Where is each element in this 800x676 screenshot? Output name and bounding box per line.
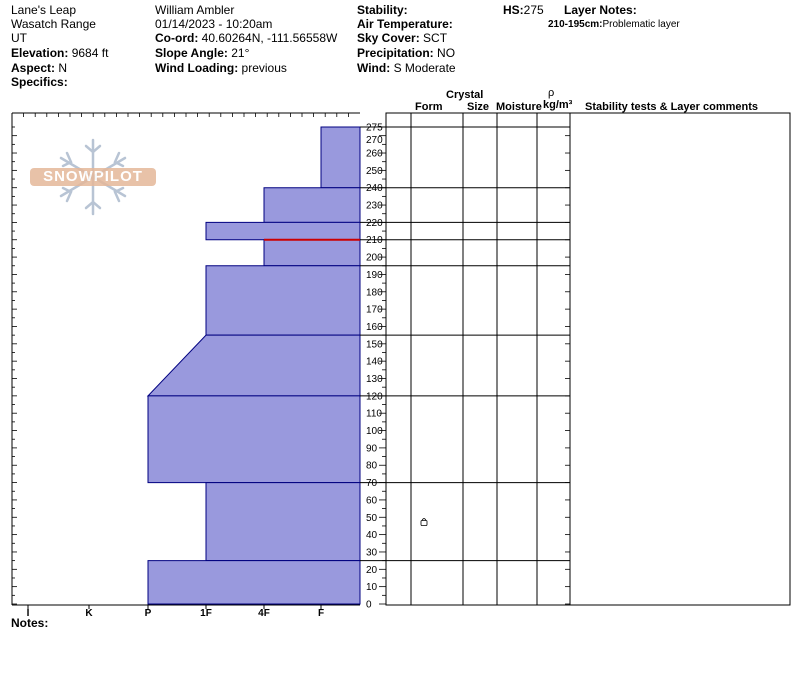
hardness-label-P: P <box>145 608 152 619</box>
height-label-30: 30 <box>366 547 378 558</box>
height-label-50: 50 <box>366 513 378 524</box>
height-label-100: 100 <box>366 426 383 437</box>
snow-height-value: 275 <box>523 3 544 17</box>
crystal-form-box <box>420 520 428 526</box>
height-label-40: 40 <box>366 530 378 541</box>
wind-loading-value: previous <box>241 61 287 75</box>
height-label-170: 170 <box>366 305 383 316</box>
height-label-210: 210 <box>366 235 383 246</box>
height-label-190: 190 <box>366 270 383 281</box>
height-label-250: 250 <box>366 166 383 177</box>
sky-cover: Sky Cover: SCT <box>357 31 447 45</box>
height-label-90: 90 <box>366 443 378 454</box>
wind: Wind: S Moderate <box>357 61 456 75</box>
height-label-120: 120 <box>366 391 383 402</box>
form-header: Form <box>415 101 443 113</box>
height-label-270: 270 <box>366 135 383 146</box>
hardness-label-1F: 1F <box>200 608 212 619</box>
hardness-layer-1 <box>263 187 361 223</box>
wind-label: Wind: <box>357 61 391 75</box>
observer-name: William Ambler <box>155 3 235 17</box>
mountain-range: Wasatch Range <box>11 17 96 31</box>
notes-label: Notes: <box>11 616 49 630</box>
height-label-80: 80 <box>366 461 378 472</box>
hardness-label-I: I <box>27 608 30 619</box>
height-label-220: 220 <box>366 218 383 229</box>
wind-loading: Wind Loading: previous <box>155 61 287 75</box>
air-temperature-label: Air Temperature: <box>357 17 453 31</box>
snowpilot-logo: SNOWPILOT <box>30 138 160 218</box>
height-label-160: 160 <box>366 322 383 333</box>
observation-datetime: 01/14/2023 - 10:20am <box>155 17 273 31</box>
coordinates-value: 40.60264N, -111.56558W <box>201 31 338 45</box>
crystal-form-arc <box>421 518 427 521</box>
aspect-value: N <box>58 61 68 75</box>
height-label-110: 110 <box>366 409 382 420</box>
hardness-layer-3 <box>263 239 361 267</box>
slope-angle-value: 21° <box>231 46 250 60</box>
sky-cover-label: Sky Cover: <box>357 31 420 45</box>
hardness-layer-2 <box>205 221 361 241</box>
hardness-layer-5 <box>146 334 361 397</box>
height-label-260: 260 <box>366 149 383 160</box>
elevation: Elevation: 9684 ft <box>11 46 108 60</box>
specifics-label: Specifics: <box>11 75 68 89</box>
density-unit: kg/m³ <box>543 99 573 111</box>
elevation-label: Elevation: <box>11 46 69 60</box>
precipitation-value: NO <box>437 46 456 60</box>
coordinates: Co-ord: 40.60264N, -111.56558W <box>155 31 337 45</box>
wind-loading-label: Wind Loading: <box>155 61 239 75</box>
location-name: Lane's Leap <box>11 3 77 17</box>
height-label-150: 150 <box>366 339 383 350</box>
hardness-layer-6 <box>147 395 361 484</box>
precipitation: Precipitation: NO <box>357 46 455 60</box>
elevation-value: 9684 ft <box>71 46 109 60</box>
hardness-label-K: K <box>85 608 93 619</box>
moisture-header: Moisture <box>496 101 542 113</box>
height-label-275: 275 <box>366 123 383 134</box>
height-label-60: 60 <box>366 495 378 506</box>
sky-cover-value: SCT <box>423 31 448 45</box>
height-label-140: 140 <box>366 357 383 368</box>
height-label-70: 70 <box>366 478 378 489</box>
snow-height-label: HS: <box>503 3 524 17</box>
snow-height: HS:275 <box>503 3 544 17</box>
density-symbol: ρ <box>548 87 555 99</box>
layer-note: 210-195cm:Problematic layer <box>548 18 680 32</box>
hardness-layer-0 <box>320 126 361 189</box>
aspect: Aspect: N <box>11 61 67 75</box>
height-label-240: 240 <box>366 183 383 194</box>
layer-table <box>385 112 791 606</box>
slope-angle: Slope Angle: 21° <box>155 46 249 60</box>
height-label-230: 230 <box>366 201 383 212</box>
crystal-header: Crystal <box>446 89 484 101</box>
size-header: Size <box>467 101 490 113</box>
layer-notes-label: Layer Notes: <box>564 3 637 17</box>
aspect-label: Aspect: <box>11 61 56 75</box>
layer-note-text: Problematic layer <box>602 19 680 30</box>
height-label-10: 10 <box>366 582 378 593</box>
layer-note-range: 210-195cm: <box>548 19 603 30</box>
height-label-180: 180 <box>366 287 383 298</box>
wind-value: S Moderate <box>393 61 456 75</box>
logo-text: SNOWPILOT <box>30 168 156 186</box>
hardness-label-F: F <box>318 608 324 619</box>
hardness-layer-4 <box>205 265 361 336</box>
slope-angle-label: Slope Angle: <box>155 46 228 60</box>
state: UT <box>11 31 27 45</box>
hardness-label-4F: 4F <box>258 608 270 619</box>
comments-header: Stability tests & Layer comments <box>585 101 759 113</box>
hardness-layer-7 <box>205 482 361 562</box>
hardness-layer-8 <box>147 560 361 605</box>
stability-label: Stability: <box>357 3 408 17</box>
precipitation-label: Precipitation: <box>357 46 434 60</box>
height-label-0: 0 <box>366 600 372 611</box>
coordinates-label: Co-ord: <box>155 31 199 45</box>
height-label-200: 200 <box>366 253 383 264</box>
rounded-grains-symbol <box>420 518 428 526</box>
height-label-130: 130 <box>366 374 383 385</box>
height-label-20: 20 <box>366 565 378 576</box>
